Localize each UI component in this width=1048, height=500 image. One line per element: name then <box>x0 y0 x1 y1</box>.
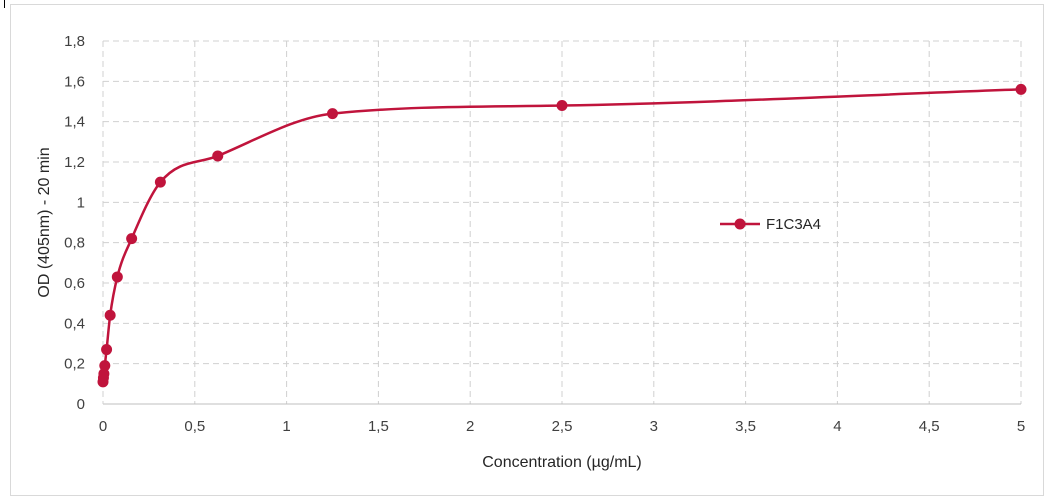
legend: F1C3A4 <box>720 216 821 233</box>
x-axis-title: Concentration (µg/mL) <box>482 454 642 471</box>
legend-marker-swatch <box>734 218 746 230</box>
chart-frame <box>10 4 1044 496</box>
data-point <box>327 108 338 120</box>
top-edge-mark <box>4 0 5 8</box>
x-tick-label: 1 <box>282 418 290 435</box>
y-tick-label: 0 <box>77 396 85 413</box>
grid-lines <box>103 40 1022 404</box>
data-point <box>98 368 110 380</box>
y-axis-title: OD (405nm) - 20 min <box>36 147 53 297</box>
y-tick-label: 1,4 <box>64 114 85 131</box>
y-tick-label: 0,4 <box>64 315 85 332</box>
x-tick-label: 2,5 <box>552 418 573 435</box>
data-point <box>154 176 166 188</box>
x-tick-label: 4 <box>833 418 841 435</box>
x-tick-label: 0,5 <box>184 418 205 435</box>
y-tick-labels: 0 0,2 0,4 0,6 0,8 1 1,2 1,4 1,6 1,8 <box>64 33 85 413</box>
x-tick-label: 4,5 <box>919 418 940 435</box>
data-point <box>1015 83 1027 95</box>
y-tick-label: 0,6 <box>64 275 85 292</box>
y-tick-label: 1,6 <box>64 73 85 90</box>
data-point <box>111 271 123 283</box>
x-tick-label: 0 <box>99 418 107 435</box>
series-layer <box>97 83 1027 388</box>
x-tick-label: 1,5 <box>368 418 389 435</box>
data-point <box>556 100 568 112</box>
x-tick-label: 3 <box>650 418 658 435</box>
data-point <box>126 233 138 245</box>
x-tick-label: 2 <box>466 418 474 435</box>
y-tick-label: 1,8 <box>64 33 85 50</box>
data-point <box>99 360 111 372</box>
data-point <box>101 344 113 356</box>
axes <box>102 41 1021 405</box>
y-tick-label: 0,8 <box>64 235 85 252</box>
y-tick-label: 1,2 <box>64 154 85 171</box>
y-tick-label: 1 <box>77 194 85 211</box>
x-tick-labels: 0 0,5 1 1,5 2 2,5 3 3,5 4 4,5 5 <box>99 418 1025 435</box>
x-tick-label: 5 <box>1017 418 1025 435</box>
y-tick-label: 0,2 <box>64 356 85 373</box>
legend-entry-f1c3a4: F1C3A4 <box>766 216 821 233</box>
data-point <box>212 150 224 162</box>
data-point <box>104 309 116 321</box>
x-tick-label: 3,5 <box>735 418 756 435</box>
